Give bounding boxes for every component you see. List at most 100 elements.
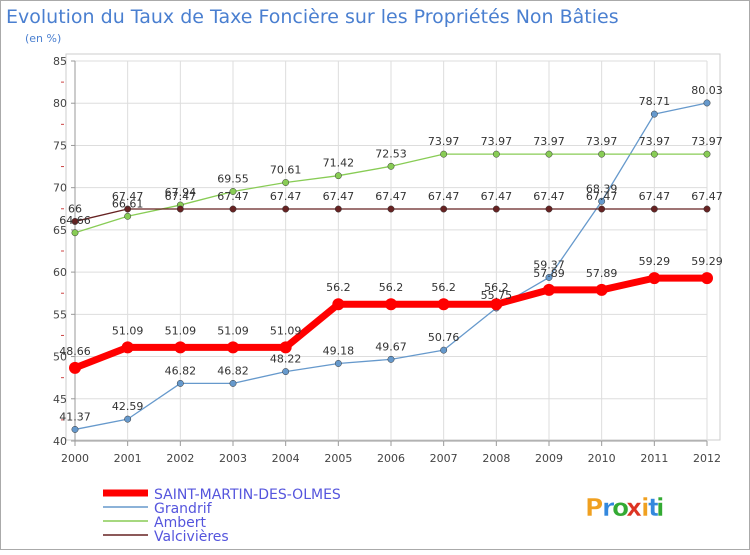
data-point (440, 205, 448, 213)
logo-letter: P (585, 493, 603, 522)
data-label: 57.89 (586, 267, 618, 280)
data-label: 78.71 (639, 95, 671, 108)
data-label: 67.47 (691, 190, 723, 203)
y-tick-label: 55 (53, 308, 67, 321)
data-label: 73.97 (586, 135, 618, 148)
data-label: 67.94 (165, 186, 197, 199)
data-label: 51.09 (217, 324, 249, 337)
data-point (437, 298, 450, 311)
data-label: 73.97 (428, 135, 460, 148)
data-point (282, 205, 290, 213)
legend-label: Valcivières (154, 529, 229, 545)
data-point (490, 298, 503, 311)
logo-letter: i (641, 493, 650, 522)
y-tick-label: 65 (53, 224, 67, 237)
series-layer (69, 99, 713, 433)
data-point (598, 197, 606, 205)
data-point (71, 425, 79, 433)
data-label: 73.97 (481, 135, 513, 148)
data-label: 67.47 (639, 190, 671, 203)
x-tick-label: 2008 (482, 452, 510, 465)
data-label: 71.42 (323, 157, 355, 170)
data-point (282, 368, 290, 376)
data-point (650, 205, 658, 213)
data-point (703, 150, 711, 158)
x-tick-label: 2004 (272, 452, 300, 465)
x-tick-label: 2005 (324, 452, 352, 465)
data-label: 67.47 (270, 190, 302, 203)
data-point (545, 273, 553, 281)
data-label: 66 (68, 202, 82, 215)
data-point (543, 283, 555, 296)
data-point (595, 283, 608, 296)
data-point (598, 150, 606, 158)
data-point (229, 205, 237, 213)
data-point (492, 205, 500, 213)
data-point (69, 361, 81, 374)
y-tick-label: 50 (53, 351, 67, 364)
data-point (387, 205, 395, 213)
data-point (176, 205, 184, 213)
y-tick-label: 45 (53, 393, 67, 406)
data-point (703, 99, 711, 107)
data-point (282, 179, 290, 186)
data-label: 67.47 (428, 190, 460, 203)
logo-letter: r (602, 493, 615, 522)
data-point (229, 379, 237, 387)
x-tick-label: 2006 (377, 452, 405, 465)
data-label: 56.2 (431, 281, 456, 294)
data-label: 46.82 (217, 364, 249, 377)
data-label: 51.09 (112, 324, 144, 337)
data-label: 73.97 (691, 135, 723, 148)
data-label: 80.03 (691, 84, 723, 97)
data-label: 72.53 (375, 147, 407, 160)
x-tick-label: 2002 (166, 452, 194, 465)
data-label: 67.47 (586, 190, 618, 203)
x-tick-label: 2009 (535, 452, 563, 465)
data-label: 56.2 (484, 281, 509, 294)
x-tick-label: 2003 (219, 452, 247, 465)
y-tick-label: 40 (53, 435, 67, 448)
data-label: 68.39 (586, 182, 618, 195)
data-label: 51.09 (165, 324, 197, 337)
data-point (545, 150, 553, 158)
data-point (121, 341, 134, 354)
data-point (71, 217, 79, 225)
chart-title: Evolution du Taux de Taxe Foncière sur l… (6, 6, 619, 28)
data-label: 41.37 (59, 410, 91, 423)
data-point (71, 229, 79, 237)
data-label: 67.47 (217, 190, 249, 203)
data-label: 59.37 (533, 258, 565, 271)
data-label: 46.82 (165, 364, 197, 377)
plot-area (65, 53, 721, 441)
data-point (492, 150, 500, 158)
data-point (332, 298, 345, 311)
data-label: 48.22 (270, 353, 302, 366)
y-tick-label: 60 (53, 266, 67, 279)
data-point (385, 298, 397, 311)
data-point (279, 341, 292, 354)
data-label: 73.97 (533, 135, 565, 148)
logo-letter: x (626, 493, 642, 522)
label-layer: 41.37 42.59 46.82 46.82 48.22 49.18 49.67 50.76… (59, 84, 723, 423)
data-point (387, 355, 395, 363)
x-tick-label: 2001 (114, 452, 142, 465)
data-point (650, 110, 658, 118)
data-point (440, 346, 448, 354)
data-point (545, 205, 553, 213)
logo-letter: t (648, 493, 660, 522)
logo-letter: i (656, 493, 665, 522)
data-label: 49.18 (323, 344, 355, 357)
x-tick-label: 2010 (588, 452, 616, 465)
logo-letter: o (612, 493, 629, 522)
data-label: 50.76 (428, 331, 460, 344)
legend-label: Ambert (154, 515, 206, 531)
data-point (334, 205, 342, 213)
data-label: 51.09 (270, 324, 302, 337)
data-label: 57.89 (533, 267, 565, 280)
data-label: 66.61 (112, 197, 144, 210)
x-tick-label: 2000 (61, 452, 89, 465)
chart-subtitle: (en %) (25, 32, 61, 45)
data-label: 56.2 (326, 281, 351, 294)
